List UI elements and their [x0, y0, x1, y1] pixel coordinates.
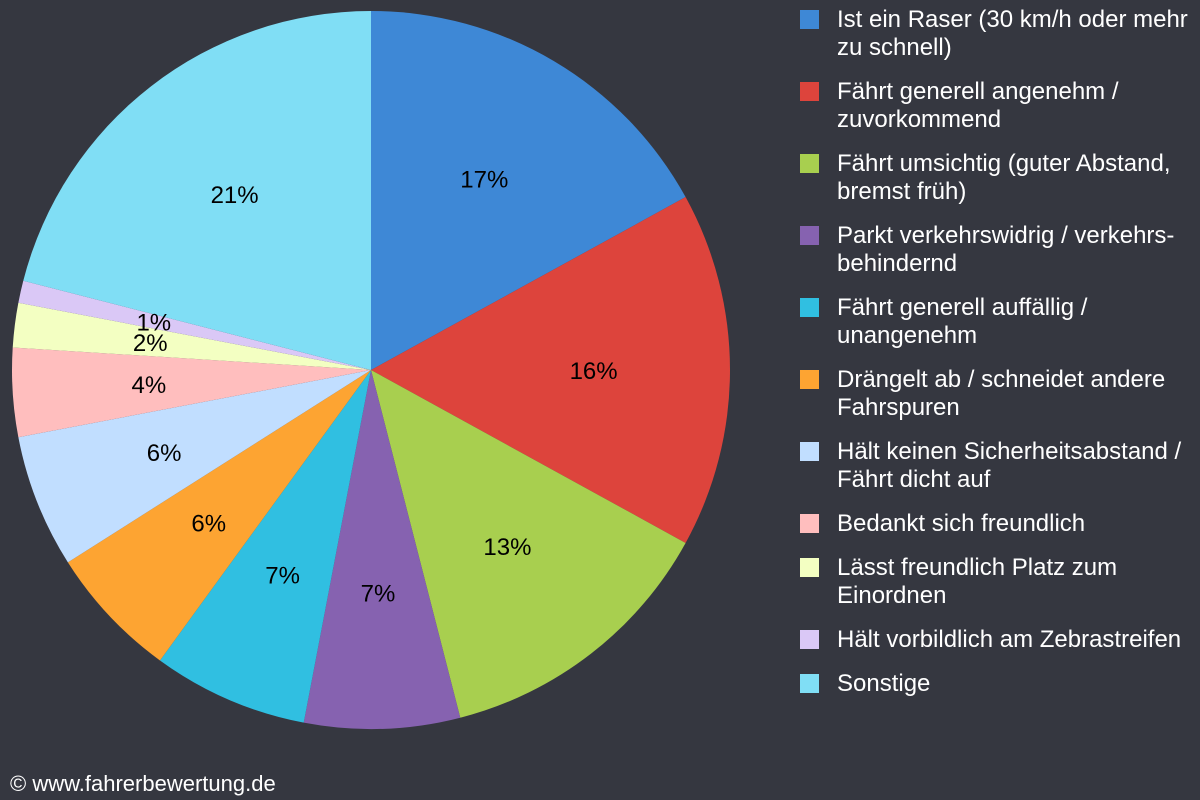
legend-item-7: Hält keinen Sicherheitsabstand / Fährt d…: [800, 438, 1192, 494]
legend-swatch: [800, 298, 819, 317]
legend-item-3: Fährt umsichtig (guter Abstand, bremst f…: [800, 150, 1192, 206]
legend-swatch: [800, 10, 819, 29]
legend-label: Bedankt sich freundlich: [837, 510, 1086, 537]
pie-slice-8: [12, 347, 372, 438]
legend-swatch: [800, 514, 819, 533]
legend-label: Parkt verkehrswidrig / verkehrs-behinder…: [837, 222, 1175, 277]
chart-legend: Ist ein Raser (30 km/h oder mehr zu schn…: [800, 6, 1192, 714]
legend-item-4: Parkt verkehrswidrig / verkehrs-behinder…: [800, 222, 1192, 278]
pie-slice-label-7: 6%: [147, 440, 182, 467]
legend-item-9: Lässt freundlich Platz zum Einordnen: [800, 554, 1192, 610]
pie-slices: [12, 11, 730, 729]
pie-slice-label-4: 7%: [361, 581, 396, 608]
pie-slice-9: [12, 302, 372, 370]
legend-swatch: [800, 154, 819, 173]
pie-slice-3: [371, 370, 686, 718]
legend-swatch: [800, 82, 819, 101]
legend-label: Drängelt ab / schneidet andere Fahrspure…: [837, 366, 1166, 421]
legend-swatch: [800, 370, 819, 389]
pie-slice-label-9: 2%: [133, 330, 168, 357]
legend-item-5: Fährt generell auffällig / unangenehm: [800, 294, 1192, 350]
legend-item-6: Drängelt ab / schneidet andere Fahrspure…: [800, 366, 1192, 422]
legend-item-8: Bedankt sich freundlich: [800, 510, 1192, 538]
legend-label: Hält vorbildlich am Zebrastreifen: [837, 626, 1182, 653]
pie-slice-7: [18, 370, 372, 563]
legend-swatch: [800, 674, 819, 693]
pie-slice-label-11: 21%: [211, 182, 259, 209]
legend-label: Ist ein Raser (30 km/h oder mehr zu schn…: [837, 6, 1188, 61]
pie-slice-label-6: 6%: [191, 510, 226, 537]
legend-item-1: Ist ein Raser (30 km/h oder mehr zu schn…: [800, 6, 1192, 62]
pie-slice-label-5: 7%: [265, 562, 300, 589]
pie-slice-label-1: 17%: [460, 166, 508, 193]
pie-slice-label-2: 16%: [570, 358, 618, 385]
pie-slice-1: [371, 11, 686, 370]
legend-item-11: Sonstige: [800, 670, 1192, 698]
legend-label: Hält keinen Sicherheitsabstand / Fährt d…: [837, 438, 1182, 493]
legend-swatch: [800, 630, 819, 649]
legend-label: Fährt generell auffällig / unangenehm: [837, 294, 1088, 349]
legend-label: Fährt umsichtig (guter Abstand, bremst f…: [837, 150, 1171, 205]
legend-label: Fährt generell angenehm / zuvorkommend: [837, 78, 1119, 133]
legend-item-10: Hält vorbildlich am Zebrastreifen: [800, 626, 1192, 654]
pie-slice-11: [23, 11, 372, 370]
legend-item-2: Fährt generell angenehm / zuvorkommend: [800, 78, 1192, 134]
pie-slice-label-3: 13%: [483, 534, 531, 561]
pie-slice-5: [159, 370, 371, 723]
legend-label: Sonstige: [837, 670, 931, 697]
legend-swatch: [800, 442, 819, 461]
pie-slice-label-10: 1%: [136, 309, 171, 336]
pie-slice-4: [303, 370, 461, 729]
pie-chart: 17% 16% 13% 7% 7% 6% 6% 4% 2%1% 21%: [12, 11, 730, 729]
legend-swatch: [800, 558, 819, 577]
copyright-footer: © www.fahrerbewertung.de: [10, 771, 276, 796]
legend-label: Lässt freundlich Platz zum Einordnen: [837, 554, 1118, 609]
pie-slice-2: [371, 197, 730, 543]
pie-slice-6: [67, 370, 371, 661]
pie-slice-label-8: 4%: [132, 372, 167, 399]
pie-slice-labels: 17% 16% 13% 7% 7% 6% 6% 4% 2%1% 21%: [132, 166, 618, 607]
pie-slice-10: [18, 280, 372, 370]
legend-swatch: [800, 226, 819, 245]
